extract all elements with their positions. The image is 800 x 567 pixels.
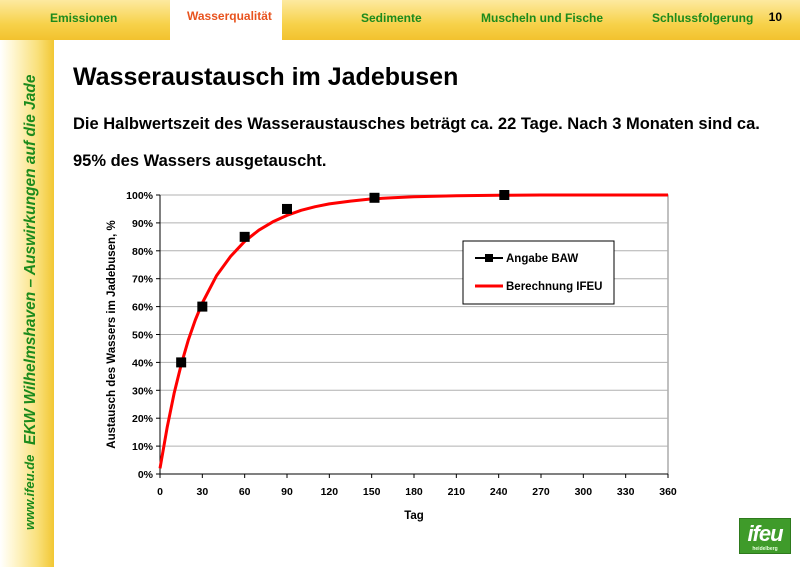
slide-subtitle: Die Halbwertszeit des Wasseraustausches …	[73, 115, 760, 170]
tab-wasserqualitaet[interactable]: Wasserqualität	[187, 9, 272, 23]
x-tick-label: 270	[532, 486, 550, 498]
x-tick-label: 150	[363, 486, 381, 498]
legend-marker-angabe-baw	[485, 254, 493, 262]
marker-angabe-baw	[176, 357, 187, 368]
x-tick-label: 330	[617, 486, 635, 498]
logo-subtext: heidelberg	[752, 546, 778, 552]
page-number: 10	[768, 10, 782, 24]
y-tick-label: 80%	[132, 246, 154, 258]
x-tick-label: 360	[659, 486, 677, 498]
y-tick-label: 70%	[132, 274, 154, 286]
top-navigation: Emissionen Wasserqualität Sedimente Musc…	[0, 0, 800, 40]
y-tick-label: 100%	[126, 190, 154, 202]
tab-schlussfolgerung[interactable]: Schlussfolgerung	[652, 11, 754, 25]
y-tick-label: 20%	[132, 413, 154, 425]
x-tick-label: 180	[405, 486, 423, 498]
y-tick-label: 50%	[132, 330, 154, 342]
y-axis-title: Austausch des Wassers im Jadebusen, %	[106, 220, 118, 448]
tab-sedimente[interactable]: Sedimente	[361, 11, 422, 25]
y-tick-label: 30%	[132, 385, 154, 397]
y-tick-label: 0%	[138, 469, 154, 481]
marker-angabe-baw	[369, 192, 380, 203]
y-tick-labels: 0% 10% 20% 30% 40% 50% 60% 70% 80% 90% 100%	[126, 190, 160, 481]
y-tick-label: 90%	[132, 218, 154, 230]
sidebar	[0, 40, 54, 567]
y-tick-label: 60%	[132, 302, 154, 314]
marker-angabe-baw	[282, 203, 292, 214]
x-tick-labels: 0 30 60 90 120 150 180 210 240 270 300 330 360	[157, 474, 677, 498]
marker-angabe-baw	[499, 190, 510, 200]
tab-muscheln-und-fische[interactable]: Muscheln und Fische	[481, 11, 604, 25]
x-tick-label: 240	[490, 486, 508, 498]
legend: Angabe BAW Berechnung IFEU	[462, 240, 615, 305]
x-tick-label: 210	[448, 486, 466, 498]
legend-box	[462, 240, 615, 305]
active-tab-background	[170, 0, 282, 40]
legend-label-angabe-baw: Angabe BAW	[506, 253, 578, 265]
marker-angabe-baw	[239, 231, 250, 242]
x-tick-label: 0	[157, 486, 163, 498]
slide-title: Wasseraustausch im Jadebusen	[73, 63, 459, 91]
legend-label-berechnung-ifeu: Berechnung IFEU	[506, 281, 602, 293]
x-tick-label: 90	[281, 486, 293, 498]
marker-angabe-baw	[197, 301, 208, 312]
x-axis-title: Tag	[404, 510, 424, 522]
x-tick-label: 60	[239, 486, 251, 498]
logo-text: ifeu	[747, 521, 783, 546]
series-layer	[158, 190, 668, 469]
tab-emissionen[interactable]: Emissionen	[50, 11, 118, 25]
ifeu-logo: ifeu heidelberg	[739, 518, 791, 554]
y-tick-label: 10%	[132, 441, 154, 453]
series-berechnung-ifeu-line	[158, 193, 668, 469]
x-tick-label: 30	[196, 486, 208, 498]
y-tick-label: 40%	[132, 357, 154, 369]
x-tick-label: 300	[575, 486, 593, 498]
x-tick-label: 120	[321, 486, 339, 498]
